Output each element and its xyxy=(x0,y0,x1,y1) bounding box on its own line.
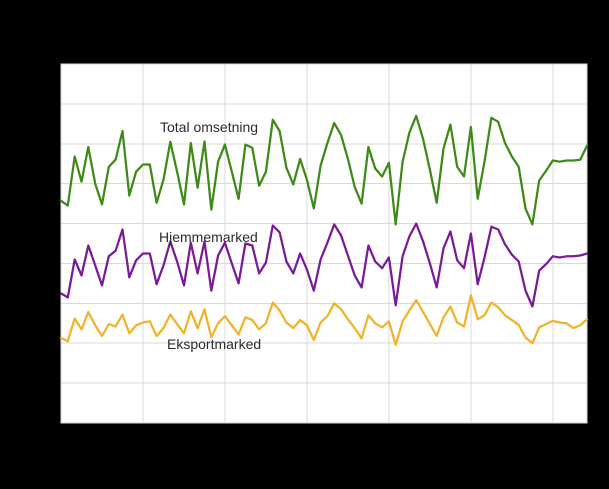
series-line-1 xyxy=(59,222,589,308)
plot-border xyxy=(60,63,588,424)
series-line-2 xyxy=(59,294,589,346)
plot-area xyxy=(61,64,587,423)
series-line-0 xyxy=(59,114,589,226)
